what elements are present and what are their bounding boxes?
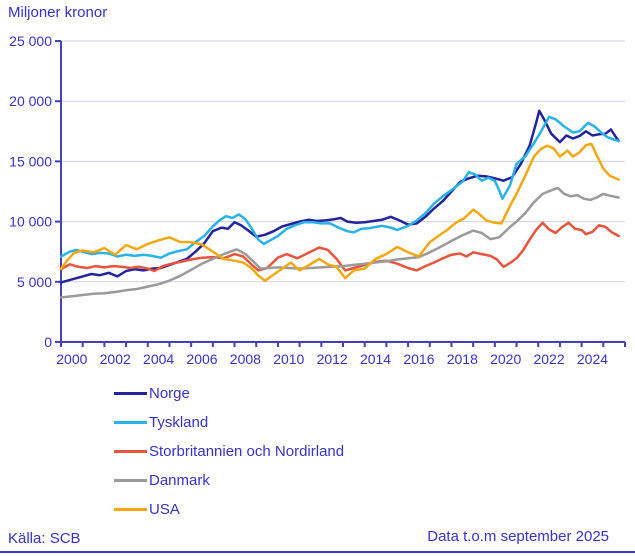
legend-label: Tyskland [149, 414, 209, 431]
x-tick-label: 2010 [273, 351, 304, 367]
x-tick-label: 2016 [403, 351, 434, 367]
y-tick-label: 20 000 [9, 93, 52, 109]
legend-line-swatch [114, 421, 147, 424]
legend-line-swatch [114, 508, 147, 511]
x-tick-label: 2004 [143, 351, 174, 367]
x-tick-label: 2000 [56, 351, 87, 367]
legend-line-swatch [114, 392, 147, 395]
y-tick-label: 25 000 [9, 33, 52, 49]
x-tick-label: 2008 [230, 351, 261, 367]
series-line-tyskland [59, 115, 620, 259]
y-tick-label: 5 000 [17, 274, 52, 290]
legend-line-swatch [114, 450, 147, 453]
series-line-usa [59, 142, 620, 283]
x-tick-label: 2024 [577, 351, 608, 367]
series-line-storbritannien-och-nordirland [59, 221, 620, 273]
y-tick-label: 10 000 [9, 214, 52, 230]
legend-label: Norge [149, 385, 190, 402]
legend-line-swatch [114, 479, 147, 482]
x-tick-label: 2012 [317, 351, 348, 367]
legend-item-storbritannien-och-nordirland: Storbritannien och Nordirland [114, 437, 344, 466]
series-line-danmark [59, 186, 620, 299]
legend-label: Storbritannien och Nordirland [149, 443, 345, 460]
series-line-norge [59, 109, 620, 284]
legend-item-tyskland: Tyskland [114, 408, 344, 437]
chart-title: Miljoner kronor [8, 4, 108, 21]
x-tick-label: 2002 [100, 351, 131, 367]
y-tick-label: 15 000 [9, 153, 52, 169]
legend-label: Danmark [149, 472, 210, 489]
x-tick-label: 2018 [447, 351, 478, 367]
data-coverage-note: Data t.o.m september 2025 [427, 528, 609, 545]
x-tick-label: 2022 [533, 351, 564, 367]
legend-item-danmark: Danmark [114, 466, 344, 495]
legend-item-norge: Norge [114, 379, 344, 408]
legend: Norge Tyskland Storbritannien och Nordirla… [114, 379, 344, 524]
legend-item-usa: USA [114, 495, 344, 524]
y-tick-label: 0 [44, 334, 52, 350]
legend-label: USA [149, 501, 180, 518]
x-tick-label: 2020 [490, 351, 521, 367]
source-note: Källa: SCB [8, 530, 81, 547]
x-tick-label: 2006 [186, 351, 217, 367]
bottom-border-line [0, 551, 635, 553]
x-tick-label: 2014 [360, 351, 391, 367]
